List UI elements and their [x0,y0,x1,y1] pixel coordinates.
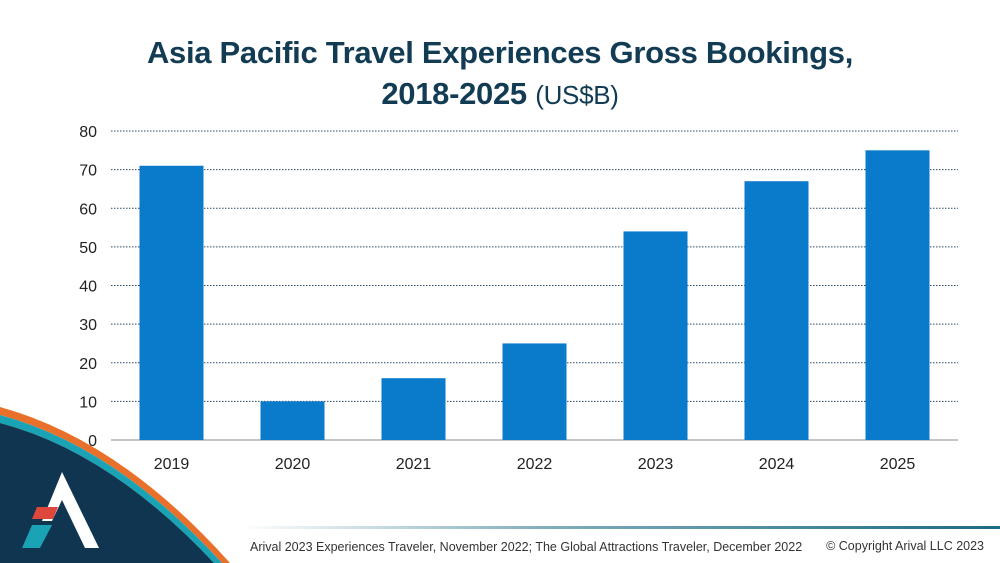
navy-corner [0,423,214,563]
y-tick-label: 20 [79,356,97,373]
x-tick-label: 2022 [517,456,553,473]
chart-title-unit: (US$B) [535,80,619,110]
source-note: Arival 2023 Experiences Traveler, Novemb… [250,540,803,554]
x-tick-label: 2019 [154,456,190,473]
bar [139,165,204,440]
x-tick-label: 2020 [275,456,311,473]
chart-title-line1: Asia Pacific Travel Experiences Gross Bo… [146,35,854,70]
x-tick-label: 2021 [396,456,432,473]
bar [623,231,688,440]
bar [744,181,809,440]
copyright-note: © Copyright Arival LLC 2023 [826,539,984,553]
y-tick-label: 80 [79,124,97,141]
y-tick-label: 60 [79,201,97,218]
y-tick-label: 40 [79,279,97,296]
teal-swoosh [0,415,222,563]
chart-title-years: 2018-2025 [381,76,527,111]
x-tick-label: 2025 [880,456,916,473]
chart-title: Asia Pacific Travel Experiences Gross Bo… [0,32,1000,116]
y-tick-label: 50 [79,240,97,257]
chart-title-line2: 2018-2025 (US$B) [0,73,1000,116]
y-tick-label: 70 [79,163,97,180]
y-tick-label: 10 [79,394,97,411]
bar [502,343,567,440]
footer-divider [240,526,1000,529]
arival-logo-icon [22,472,99,548]
y-tick-label: 30 [79,317,97,334]
bar [865,150,930,440]
x-tick-label: 2023 [638,456,674,473]
bar [381,378,446,440]
y-tick-label: 0 [88,433,97,450]
x-tick-label: 2024 [759,456,795,473]
bar [260,401,325,440]
